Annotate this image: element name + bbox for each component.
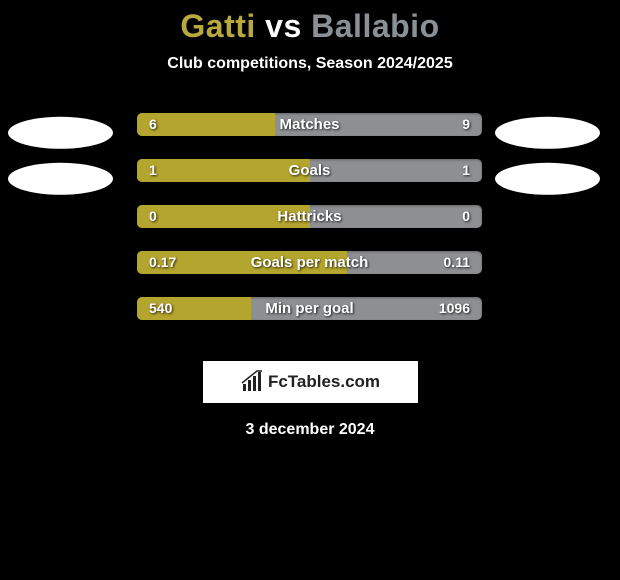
player1-name: Gatti <box>180 8 255 44</box>
stat-bar-fill <box>137 159 310 182</box>
chart-bars-icon <box>240 370 264 394</box>
comparison-widget: Gatti vs Ballabio Club competitions, Sea… <box>0 0 620 439</box>
player2-name: Ballabio <box>311 8 439 44</box>
stat-bar-fill <box>137 113 275 136</box>
stat-value-right: 1096 <box>439 297 470 320</box>
stat-rows: 6Matches9 1Goals1 0Hattricks0 0.17Goals per… <box>0 113 620 343</box>
logo-text: FcTables.com <box>268 372 380 392</box>
stat-value-right: 9 <box>462 113 470 136</box>
stat-bar: 1Goals1 <box>137 159 482 182</box>
stat-bar: 0Hattricks0 <box>137 205 482 228</box>
player1-badge <box>8 163 113 195</box>
stat-bar: 0.17Goals per match0.11 <box>137 251 482 274</box>
logo-prefix: Fc <box>268 372 288 391</box>
stat-value-right: 0 <box>462 205 470 228</box>
stat-row: 0Hattricks0 <box>0 205 620 251</box>
player2-badge <box>495 163 600 195</box>
subtitle: Club competitions, Season 2024/2025 <box>0 55 620 73</box>
stat-row: 540Min per goal1096 <box>0 297 620 343</box>
player1-badge <box>8 117 113 149</box>
stat-row: 1Goals1 <box>0 159 620 205</box>
stat-bar-fill <box>137 297 251 320</box>
page-title: Gatti vs Ballabio <box>0 8 620 45</box>
stat-value-right: 0.11 <box>444 251 470 274</box>
stat-row: 0.17Goals per match0.11 <box>0 251 620 297</box>
stat-bar: 540Min per goal1096 <box>137 297 482 320</box>
logo-rest: Tables.com <box>288 372 380 391</box>
snapshot-date: 3 december 2024 <box>0 421 620 439</box>
stat-row: 6Matches9 <box>0 113 620 159</box>
player2-badge <box>495 117 600 149</box>
stat-value-right: 1 <box>462 159 470 182</box>
vs-separator: vs <box>265 8 302 44</box>
stat-bar-fill <box>137 205 310 228</box>
source-logo[interactable]: FcTables.com <box>203 361 418 403</box>
stat-bar: 6Matches9 <box>137 113 482 136</box>
stat-bar-fill <box>137 251 347 274</box>
